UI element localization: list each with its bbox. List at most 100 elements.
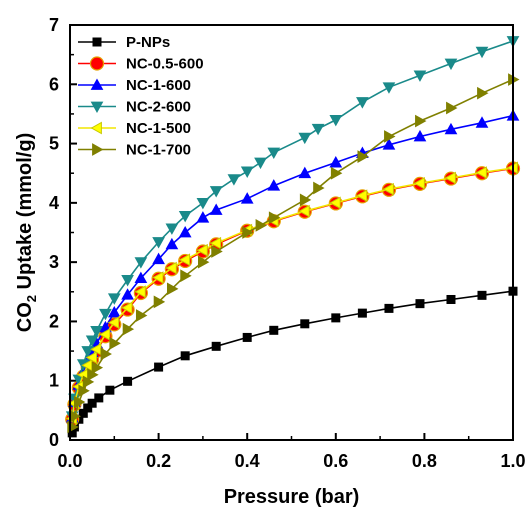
series-NC-0.5-600: [65, 161, 521, 427]
data-point: [268, 211, 281, 225]
data-point: [475, 116, 489, 128]
data-point: [331, 313, 341, 323]
data-point: [227, 174, 241, 186]
data-point: [121, 275, 134, 287]
y-axis-title-rest: Uptake (mmol/g): [14, 133, 36, 295]
data-point: [154, 362, 164, 372]
legend-marker: [92, 143, 104, 156]
data-point: [413, 129, 427, 142]
data-point: [311, 123, 325, 136]
data-point: [357, 308, 367, 318]
data-point: [382, 138, 396, 150]
data-point: [475, 166, 487, 179]
x-axis-title: Pressure (bar): [224, 486, 360, 508]
data-point: [165, 237, 179, 250]
data-point: [298, 204, 310, 218]
data-point: [107, 293, 121, 305]
data-point: [98, 328, 111, 341]
tick-labels: 0.0 0.2 0.4 0.6 0.8 1.0 0 1 2 3 4 5 6 7: [49, 15, 526, 471]
y-tick-label: 0: [49, 430, 59, 450]
y-tick-label: 3: [49, 252, 59, 272]
y-tick-label: 6: [49, 74, 59, 94]
data-point: [85, 351, 98, 364]
data-point: [78, 384, 90, 398]
data-point: [211, 341, 221, 351]
series-P-NPs: [67, 286, 518, 438]
legend-entry: NC-1-700: [78, 142, 191, 159]
data-point: [267, 147, 281, 159]
data-point: [330, 166, 343, 180]
data-point: [300, 319, 310, 329]
data-point: [446, 294, 456, 304]
x-tick-label: 1.0: [500, 451, 525, 471]
series-NC-2-600: [65, 36, 520, 423]
data-point: [87, 398, 97, 408]
data-point: [94, 393, 104, 403]
y-axis-title: CO2 Uptake (mmol/g): [14, 133, 39, 332]
data-point: [356, 97, 369, 109]
data-point: [382, 82, 396, 94]
data-point: [90, 326, 103, 338]
data-point: [298, 166, 312, 179]
legend-marker: [90, 101, 104, 114]
legend-entry: NC-2-600: [78, 99, 191, 116]
data-point: [475, 46, 489, 59]
legend-label: NC-0.5-600: [126, 56, 204, 73]
data-point: [100, 347, 112, 361]
y-tick-label: 1: [49, 371, 59, 391]
data-point: [153, 295, 166, 309]
y-axis-title-main: CO: [14, 302, 36, 332]
data-point: [196, 211, 210, 223]
data-point: [85, 335, 99, 347]
y-tick-label: 2: [49, 311, 59, 331]
x-tick-label: 0.8: [412, 451, 437, 471]
data-point: [477, 86, 489, 100]
legend-marker: [90, 78, 104, 90]
data-point: [209, 236, 222, 250]
legend-label: NC-2-600: [126, 99, 191, 116]
x-tick-label: 0.0: [57, 451, 82, 471]
data-point: [107, 306, 121, 318]
y-tick-label: 7: [49, 15, 59, 35]
data-point: [109, 337, 121, 350]
y-axis-title-subscript: 2: [24, 295, 39, 302]
data-point: [105, 385, 115, 395]
series-layer: [65, 36, 521, 438]
legend-entry: NC-1-500: [78, 120, 191, 137]
legend-label: NC-1-500: [126, 120, 191, 137]
data-point: [357, 150, 369, 163]
data-point: [121, 288, 134, 300]
data-point: [329, 114, 343, 127]
x-tick-label: 0.4: [235, 451, 260, 471]
data-point: [446, 101, 458, 115]
data-point: [413, 176, 425, 190]
data-point: [178, 211, 192, 223]
data-point: [242, 226, 254, 239]
data-point: [242, 332, 252, 342]
data-point: [99, 308, 112, 321]
data-point: [477, 290, 487, 300]
data-point: [180, 269, 192, 283]
data-point: [269, 325, 279, 335]
data-point: [267, 179, 281, 191]
data-point: [444, 58, 458, 71]
data-point: [382, 182, 394, 196]
series-line: [71, 40, 514, 417]
data-point: [165, 261, 177, 275]
data-point: [152, 237, 165, 249]
data-point: [413, 70, 427, 82]
data-point: [165, 223, 179, 235]
legend-entry: NC-0.5-600: [78, 56, 204, 73]
data-point: [134, 257, 148, 269]
data-point: [255, 219, 268, 232]
data-point: [384, 303, 394, 313]
data-point: [415, 114, 427, 128]
data-point: [240, 166, 254, 178]
data-point: [196, 197, 210, 210]
legend-entry: P-NPs: [78, 34, 170, 51]
data-point: [299, 193, 312, 207]
data-point: [313, 181, 325, 195]
data-point: [198, 255, 210, 269]
legend-label: P-NPs: [126, 34, 170, 51]
